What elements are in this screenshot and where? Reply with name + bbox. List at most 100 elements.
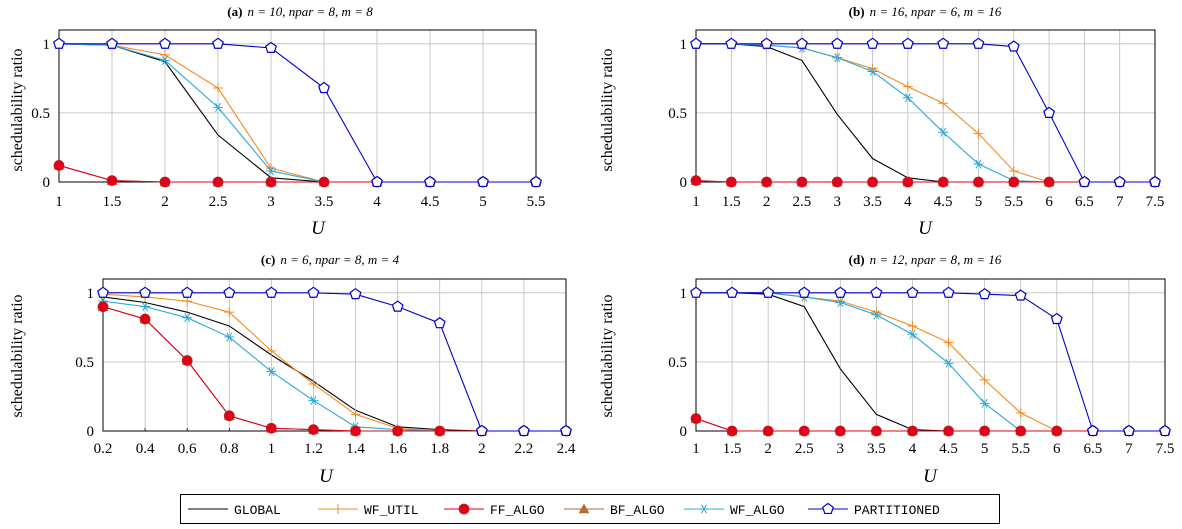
x-tick-label: 6.5 — [1075, 194, 1094, 210]
x-tick-label: 5.5 — [1004, 194, 1023, 210]
data-point — [1050, 312, 1063, 325]
data-point — [530, 175, 542, 188]
data-point — [725, 37, 738, 49]
data-point — [434, 425, 446, 437]
data-point — [477, 175, 489, 188]
legend-label: WF_UTIL — [364, 503, 419, 518]
data-point — [762, 286, 775, 298]
data-point — [224, 332, 235, 342]
chart-title-params: n = 12, npar = 8, m = 16 — [870, 252, 1002, 267]
x-tick-label: 4.5 — [934, 194, 953, 210]
x-tick-label: 1.2 — [304, 441, 323, 457]
x-axis-label: U — [918, 218, 933, 239]
data-point — [265, 286, 278, 298]
data-point — [937, 176, 949, 188]
x-tick-label: 4 — [373, 194, 381, 210]
x-tick-label: 3 — [837, 441, 845, 457]
legend-entry-bf-algo: BF_ALGO — [564, 503, 665, 518]
data-point — [1007, 40, 1020, 52]
y-tick-label: 0 — [87, 424, 95, 440]
data-point — [106, 37, 118, 49]
y-axis-label: schedulability ratio — [9, 294, 26, 417]
data-point — [870, 425, 882, 437]
data-point — [266, 367, 277, 377]
data-point — [943, 337, 954, 348]
series-ff-algo — [97, 301, 572, 437]
x-tick-label: 1 — [692, 441, 700, 457]
data-point — [690, 175, 702, 187]
data-point — [307, 286, 320, 298]
y-tick-label: 1 — [680, 286, 688, 302]
y-tick-label: 0 — [680, 424, 688, 440]
x-tick-label: 3 — [267, 194, 275, 210]
data-point — [902, 93, 913, 103]
x-tick-label: 2 — [763, 194, 771, 210]
x-tick-label: 7 — [1116, 194, 1124, 210]
chart-title: (c) n = 6, npar = 8, m = 4 — [261, 252, 400, 267]
legend-marker — [699, 504, 709, 514]
x-tick-label: 3 — [833, 194, 841, 210]
data-point — [1113, 175, 1126, 188]
legend-marker — [333, 504, 343, 514]
legend-entry-global: GLOBAL — [188, 503, 281, 518]
series-ff-algo — [53, 160, 542, 188]
y-tick-label: 0 — [680, 175, 688, 191]
data-point — [350, 409, 361, 420]
data-point — [265, 176, 277, 188]
legend-marker — [578, 503, 590, 514]
plot-frame — [102, 278, 567, 432]
y-axis-label: schedulability ratio — [599, 48, 616, 171]
x-tick-label: 0.8 — [220, 441, 239, 457]
legend-label: WF_ALGO — [730, 503, 785, 518]
chart-title-params: n = 6, npar = 8, m = 4 — [280, 252, 399, 267]
x-tick-label: 4.5 — [939, 441, 958, 457]
data-point — [160, 55, 170, 65]
data-point — [867, 66, 878, 77]
series-partitioned — [53, 37, 542, 188]
data-point — [265, 422, 277, 434]
grid — [102, 279, 567, 432]
legend-label: BF_ALGO — [610, 503, 665, 518]
data-point — [761, 176, 773, 188]
series-partitioned — [97, 286, 572, 437]
data-point — [140, 302, 151, 312]
figure-canvas: 1 1.5 2 2.5 3 3.5 4 4.5 5 5.5 0 0.5 1 schedulability … — [9, 4, 1174, 487]
data-point — [937, 37, 950, 49]
data-point — [973, 128, 984, 139]
data-point — [978, 287, 991, 300]
data-point — [831, 176, 843, 188]
chart-title: (b) n = 16, npar = 6, m = 16 — [849, 4, 1002, 19]
data-point — [760, 37, 773, 49]
data-point — [1008, 165, 1019, 176]
data-point — [159, 37, 171, 49]
chart-title-tag: (b) — [849, 4, 865, 19]
data-point — [902, 176, 914, 188]
x-tick-label: 2.2 — [515, 441, 534, 457]
x-tick-label: 0.6 — [178, 441, 197, 457]
x-tick-label: 0.2 — [94, 441, 113, 457]
data-point — [1078, 175, 1091, 188]
data-point — [265, 41, 277, 54]
legend-marker — [458, 503, 470, 515]
y-tick-label: 0.5 — [75, 355, 94, 371]
x-tick-label: 3.5 — [863, 194, 882, 210]
series-line — [102, 306, 566, 432]
x-tick-label: 2.4 — [557, 441, 576, 457]
data-point — [181, 286, 194, 298]
data-point — [690, 413, 702, 424]
data-point — [392, 425, 404, 437]
data-point — [938, 98, 949, 109]
data-point — [902, 81, 913, 92]
x-tick-label: 0.4 — [136, 441, 155, 457]
x-axis-label: U — [923, 466, 938, 487]
data-point — [943, 358, 954, 368]
data-point — [798, 425, 810, 437]
x-tick-label: 2 — [161, 194, 169, 210]
x-tick-label: 1 — [692, 194, 700, 210]
y-tick-label: 0.5 — [668, 106, 687, 122]
legend-marker — [822, 502, 834, 515]
data-point — [1015, 408, 1026, 419]
data-point — [725, 176, 737, 188]
data-point — [139, 313, 151, 325]
data-point — [266, 345, 277, 356]
